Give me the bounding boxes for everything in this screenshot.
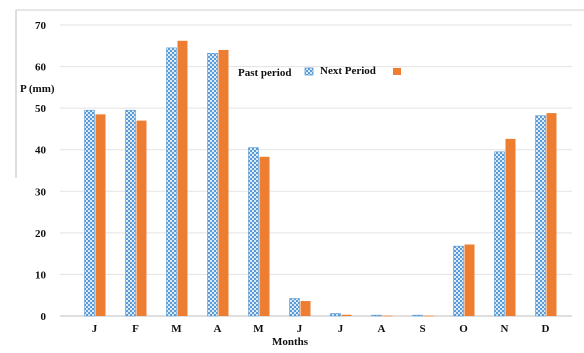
bar-next-period [505, 138, 516, 316]
bar-past-period [535, 115, 546, 317]
y-tick-label: 30 [35, 186, 47, 198]
bar-next-period [341, 314, 352, 316]
bar-past-period [166, 47, 177, 317]
legend-label-next: Next Period [320, 65, 376, 77]
bar-past-period [330, 313, 341, 317]
bar-past-period [453, 245, 464, 317]
bar-next-period [423, 315, 434, 317]
bar-past-period [207, 52, 218, 317]
x-axis-title: Months [272, 336, 309, 348]
bar-past-period [289, 298, 300, 317]
bar-next-period [464, 244, 475, 316]
y-tick-label: 60 [35, 62, 47, 74]
bar-next-period [300, 301, 311, 316]
legend-swatch-past [304, 67, 314, 76]
x-tick-label: A [214, 323, 222, 335]
y-tick-label: 40 [35, 145, 47, 157]
bar-past-period [494, 151, 505, 317]
bar-past-period [84, 109, 95, 317]
bar-past-period [371, 314, 382, 317]
bar-past-period [125, 109, 136, 317]
x-tick-label: S [419, 323, 425, 335]
y-tick-label: 10 [35, 269, 47, 281]
bar-next-period [259, 156, 270, 316]
x-tick-label: J [297, 323, 303, 335]
bar-next-period [546, 113, 557, 316]
y-tick-label: 70 [35, 20, 47, 32]
bars [84, 40, 557, 317]
legend-swatch-next [393, 68, 401, 75]
bar-next-period [95, 114, 106, 316]
x-tick-label: A [378, 323, 386, 335]
y-axis-title: P (mm) [20, 83, 55, 95]
bar-next-period [382, 315, 393, 317]
x-tick-label: F [132, 323, 139, 335]
x-tick-label: M [253, 323, 264, 335]
bar-past-period [248, 147, 259, 317]
y-tick-labels: 0 10 20 30 40 50 60 70 [35, 20, 47, 323]
x-tick-label: J [338, 323, 344, 335]
bar-next-period [218, 49, 229, 316]
bar-past-period [412, 314, 423, 317]
x-tick-label: O [459, 323, 468, 335]
bar-next-period [136, 120, 147, 316]
plot-frame [15, 9, 584, 178]
y-tick-label: 20 [35, 228, 47, 240]
y-tick-label: 50 [35, 103, 47, 115]
legend-label-past: Past period [238, 67, 291, 79]
bar-next-period [177, 40, 188, 316]
x-tick-label: J [92, 323, 98, 335]
x-tick-label: D [542, 323, 550, 335]
x-tick-label: N [501, 323, 509, 335]
legend: Past period Next Period [238, 65, 401, 79]
y-tick-label: 0 [41, 311, 47, 323]
x-tick-label: M [171, 323, 182, 335]
